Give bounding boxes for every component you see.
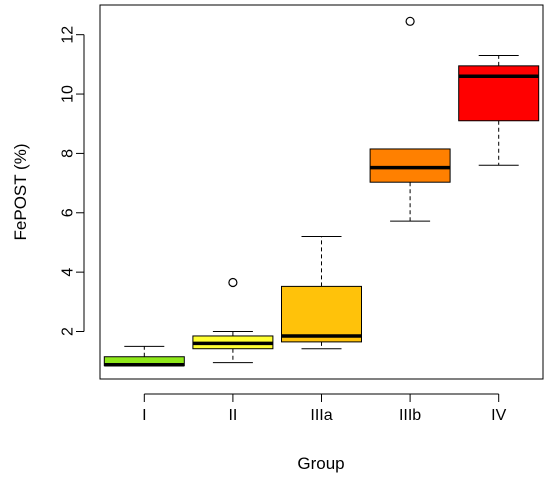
x-axis-title: Group (297, 454, 344, 473)
box-group-IIIb (369, 16, 451, 222)
box-group-IIIa (281, 236, 362, 350)
y-axis-title: FePOST (%) (11, 144, 30, 241)
plot-frame (99, 4, 544, 380)
y-axis: 2 4 6 8 10 12 (60, 26, 85, 336)
y-tick-label: 8 (60, 149, 77, 158)
y-tick-label: 10 (60, 85, 77, 103)
x-tick-label: IV (491, 407, 506, 424)
box (369, 148, 451, 183)
x-tick-label: I (142, 407, 146, 424)
box (458, 65, 540, 122)
boxes (103, 16, 540, 367)
box (281, 285, 362, 343)
y-tick-label: 4 (60, 268, 77, 277)
x-axis: I II IIIa IIIb IV (142, 393, 507, 424)
y-tick-label: 6 (60, 208, 77, 217)
y-tick-label: 12 (60, 26, 77, 44)
x-tick-label: IIIa (310, 407, 332, 424)
outlier-point (405, 16, 415, 26)
x-tick-label: II (228, 407, 237, 424)
box-group-II (192, 277, 274, 364)
y-tick-label: 2 (60, 327, 77, 336)
x-tick-label: IIIb (399, 407, 421, 424)
outlier-point (228, 277, 238, 288)
box-group-IV (458, 54, 540, 166)
box-group-I (103, 345, 185, 367)
